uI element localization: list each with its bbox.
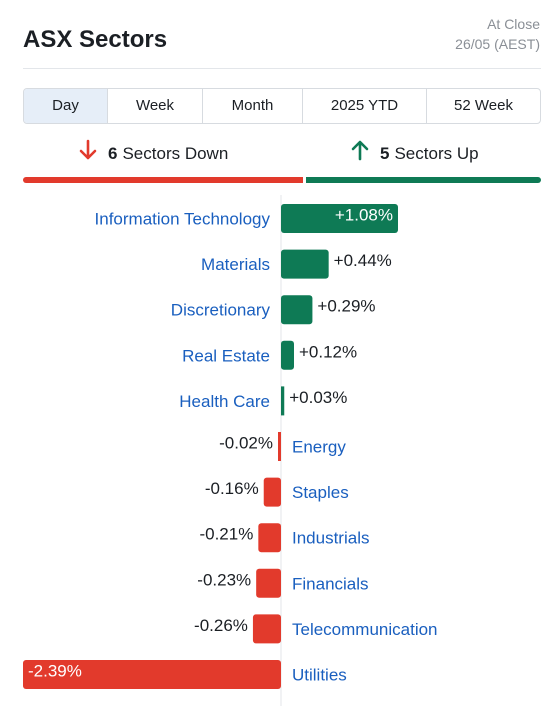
arrow-up-icon <box>350 139 370 170</box>
value-label-utilities: -2.39% <box>28 662 82 681</box>
tab-month[interactable]: Month <box>202 89 302 123</box>
bar-real-estate <box>281 340 294 370</box>
header-divider <box>23 68 541 69</box>
category-label-staples[interactable]: Staples <box>292 483 349 502</box>
bar-industrials <box>258 523 281 553</box>
sectors-up-count: 5 <box>380 144 390 163</box>
arrow-down-icon <box>78 139 98 170</box>
sectors-up-label: Sectors Up <box>394 144 479 163</box>
sectors-down-count: 6 <box>108 144 118 163</box>
bar-information-technology <box>281 204 398 233</box>
page-title: ASX Sectors <box>23 26 168 53</box>
category-label-materials[interactable]: Materials <box>201 255 270 274</box>
tab-52-week[interactable]: 52 Week <box>426 89 540 123</box>
sector-bar-chart: Information Technology +1.08% Materials +0.… <box>23 195 438 706</box>
tab-day[interactable]: Day <box>24 89 107 123</box>
as-of-date: 26/05 (AEST) <box>455 36 540 52</box>
bar-health-care <box>281 386 285 416</box>
sectors-down-bar <box>23 177 303 183</box>
category-label-financials[interactable]: Financials <box>292 574 369 593</box>
as-of-label: At Close 26/05 (AEST) <box>455 14 540 54</box>
value-label-energy: -0.02% <box>219 434 273 453</box>
value-label-staples: -0.16% <box>205 479 259 498</box>
value-label-financials: -0.23% <box>197 570 251 589</box>
period-tabs: Day Week Month 2025 YTD 52 Week <box>23 88 541 124</box>
tab-week[interactable]: Week <box>107 89 202 123</box>
value-label-industrials: -0.21% <box>199 525 253 544</box>
bar-energy <box>278 432 281 461</box>
sectors-up-bar <box>306 177 541 183</box>
value-label-telecommunication: -0.26% <box>194 616 248 635</box>
sectors-down-label: Sectors Down <box>122 144 229 163</box>
category-label-real-estate[interactable]: Real Estate <box>182 346 270 365</box>
sectors-up-summary: 5 Sectors Up <box>350 140 479 168</box>
bar-staples <box>263 477 281 507</box>
bar-utilities <box>23 660 281 689</box>
category-label-telecommunication[interactable]: Telecommunication <box>292 620 438 639</box>
bar-discretionary <box>281 295 313 325</box>
category-label-utilities[interactable]: Utilities <box>292 666 347 685</box>
category-label-discretionary[interactable]: Discretionary <box>171 301 271 320</box>
bar-materials <box>281 249 329 279</box>
sectors-down-summary: 6 Sectors Down <box>78 139 229 170</box>
bar-telecommunication <box>252 614 281 644</box>
bar-financials <box>256 568 281 598</box>
value-label-health-care: +0.03% <box>289 388 347 407</box>
category-label-information-technology[interactable]: Information Technology <box>95 210 271 229</box>
value-label-materials: +0.44% <box>334 251 392 270</box>
value-label-real-estate: +0.12% <box>299 342 357 361</box>
category-label-energy[interactable]: Energy <box>292 438 346 457</box>
category-label-health-care[interactable]: Health Care <box>179 392 270 411</box>
value-label-discretionary: +0.29% <box>317 297 375 316</box>
as-of-line1: At Close <box>487 16 540 32</box>
value-label-information-technology: +1.08% <box>335 206 393 225</box>
tab-2025-ytd[interactable]: 2025 YTD <box>302 89 426 123</box>
category-label-industrials[interactable]: Industrials <box>292 529 369 548</box>
